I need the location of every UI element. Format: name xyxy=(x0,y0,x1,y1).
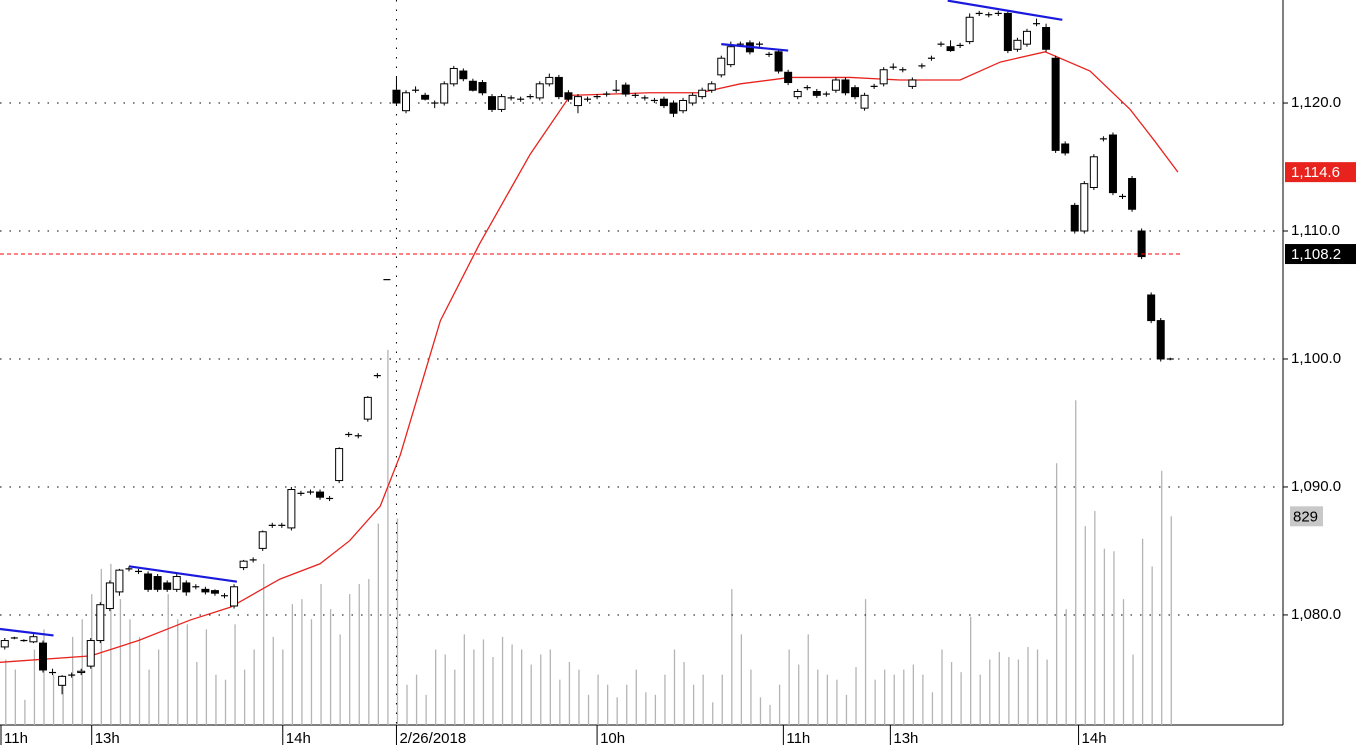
candle-body xyxy=(1003,12,1012,52)
candle-body xyxy=(564,92,573,100)
volume-label-box xyxy=(1290,506,1323,527)
candle-body xyxy=(316,491,325,498)
candle-body xyxy=(965,16,974,43)
candle-body xyxy=(774,51,783,72)
candle-body xyxy=(698,89,707,98)
candle-body xyxy=(879,69,888,85)
candle-body xyxy=(1070,204,1079,232)
ma-label: 1,114.6 xyxy=(1291,164,1340,181)
candle-body xyxy=(1108,134,1117,194)
candle-body xyxy=(554,76,563,98)
trend-line xyxy=(128,565,238,583)
candle-body xyxy=(86,640,95,667)
candle-body xyxy=(831,79,840,91)
x-tick-label: 10h xyxy=(600,730,625,747)
candle-body xyxy=(1061,143,1070,154)
x-tick-label: 11h xyxy=(4,730,28,747)
trend-line xyxy=(947,0,1063,21)
candle-body xyxy=(1080,183,1089,232)
x-tick-label: 14h xyxy=(1082,730,1107,747)
candle-body xyxy=(1156,320,1165,360)
candle-body xyxy=(669,102,678,114)
candle-body xyxy=(497,96,506,110)
candle-body xyxy=(449,67,458,85)
candle-body xyxy=(210,590,219,594)
candle-body xyxy=(1022,30,1031,45)
candle-body xyxy=(201,588,210,593)
candle-body xyxy=(478,82,487,94)
candle-body xyxy=(860,94,869,109)
candle-body xyxy=(105,582,114,610)
candle-body xyxy=(38,642,47,671)
x-tick-label: 14h xyxy=(286,730,311,747)
candle-body xyxy=(239,560,248,569)
trend-line xyxy=(0,627,54,637)
x-tick-label: 13h xyxy=(95,730,120,747)
candle-body xyxy=(1051,57,1060,151)
volume-label: 829 xyxy=(1293,508,1318,525)
price-label: 1,108.2 xyxy=(1291,246,1341,263)
candle-body xyxy=(29,636,38,643)
candle-body xyxy=(392,89,401,104)
candle-body xyxy=(717,57,726,76)
candle-body xyxy=(0,640,9,648)
candle-body xyxy=(1128,178,1137,210)
candle-body xyxy=(421,94,430,100)
candle-body xyxy=(163,582,172,590)
candle-body xyxy=(459,70,468,80)
candle-body xyxy=(1089,156,1098,188)
candle-body xyxy=(946,46,955,52)
candle-body xyxy=(77,670,86,674)
candle-body xyxy=(230,586,239,607)
y-tick-label: 1,090.0 xyxy=(1291,478,1341,495)
candle-body xyxy=(58,675,67,686)
candle-body xyxy=(707,83,716,91)
candle-body xyxy=(784,71,793,84)
candle-body xyxy=(172,576,181,590)
candle-body xyxy=(468,80,477,91)
candle-body xyxy=(287,489,296,529)
price-label-box xyxy=(1285,244,1356,265)
candle-body xyxy=(851,87,860,98)
candle-body xyxy=(573,96,582,107)
y-tick-label: 1,110.0 xyxy=(1291,222,1340,239)
candle-body xyxy=(726,46,735,66)
candle-body xyxy=(545,76,554,85)
candle-body xyxy=(679,99,688,112)
candle-body xyxy=(440,83,449,104)
candle-body xyxy=(144,573,153,590)
candle-body xyxy=(335,448,344,482)
candle-body xyxy=(115,569,124,593)
candle-body xyxy=(812,91,821,96)
candle-body xyxy=(535,83,544,99)
candle-body xyxy=(908,79,917,87)
candle-body xyxy=(793,91,802,98)
y-tick-label: 1,080.0 xyxy=(1291,606,1341,623)
candle-body xyxy=(688,94,697,104)
candle-body xyxy=(363,396,372,420)
candle-body xyxy=(258,531,267,549)
candle-body xyxy=(1137,230,1146,258)
candle-body xyxy=(153,576,162,590)
candle-body xyxy=(1042,27,1051,50)
candle-body xyxy=(621,84,630,95)
trend-line xyxy=(721,43,789,52)
x-tick-label: 2/26/2018 xyxy=(399,730,466,747)
candle-body xyxy=(182,582,191,593)
ma-label-box xyxy=(1285,162,1356,183)
candle-body xyxy=(659,98,668,107)
candle-body xyxy=(487,96,496,110)
x-tick-label: 13h xyxy=(893,730,918,747)
y-tick-label: 1,100.0 xyxy=(1291,350,1341,367)
candle-body xyxy=(1013,39,1022,50)
candle-body xyxy=(96,604,105,642)
candle-body xyxy=(402,92,411,112)
x-tick-label: 11h xyxy=(786,730,810,747)
candle-body xyxy=(1147,294,1156,322)
candle-body xyxy=(841,79,850,94)
y-tick-label: 1,120.0 xyxy=(1291,94,1341,111)
